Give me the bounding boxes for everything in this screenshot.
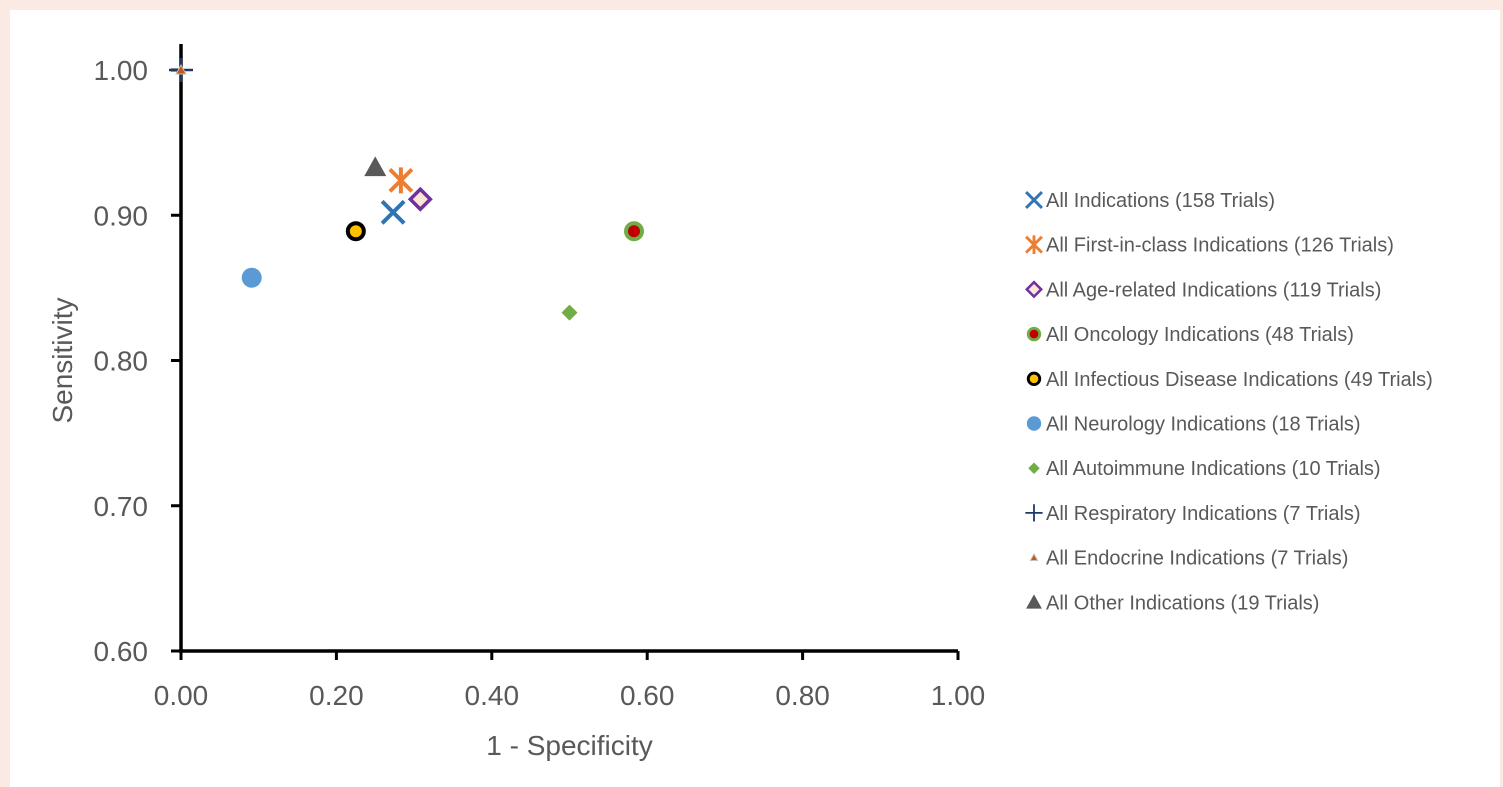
- legend-marker: [1025, 280, 1043, 299]
- legend-item: All Other Indications (19 Trials): [1026, 592, 1319, 614]
- legend-marker: [1029, 552, 1039, 561]
- data-point-5: [345, 221, 366, 242]
- axes: [171, 44, 960, 660]
- legend-marker: [1026, 416, 1042, 431]
- legend-marker: [1026, 594, 1042, 609]
- data-point-4: [623, 221, 644, 242]
- x-tick-label: 0.60: [620, 680, 675, 711]
- y-tick-label: 1.00: [94, 55, 149, 86]
- y-tick-label: 0.70: [94, 491, 149, 522]
- x-axis-title: 1 - Specificity: [486, 730, 653, 761]
- legend-marker: [1025, 235, 1043, 255]
- legend-marker: [1026, 326, 1042, 342]
- legend-item: All Respiratory Indications (7 Trials): [1025, 503, 1361, 525]
- legend-label: All Respiratory Indications (7 Trials): [1046, 503, 1361, 525]
- legend: All Indications (158 Trials) All First-in…: [1025, 190, 1433, 614]
- y-axis-title: Sensitivity: [47, 297, 78, 423]
- legend-marker: [1028, 462, 1040, 474]
- legend-item: All Age-related Indications (119 Trials): [1025, 279, 1381, 301]
- data-point-10: [364, 156, 387, 177]
- data-point-1: [380, 199, 406, 225]
- legend-label: All Infectious Disease Indications (49 T…: [1046, 369, 1433, 391]
- data-point-3: [407, 186, 433, 212]
- legend-item: All Neurology Indications (18 Trials): [1026, 414, 1361, 436]
- legend-label: All Other Indications (19 Trials): [1046, 592, 1319, 614]
- scatter-chart: 0.00 0.20 0.40 0.60 0.80 1.00 0.60 0.70 0.80 0.90…: [47, 44, 1433, 761]
- legend-label: All Neurology Indications (18 Trials): [1046, 414, 1361, 436]
- legend-label: All Endocrine Indications (7 Trials): [1046, 548, 1348, 570]
- y-tick-label: 0.90: [94, 200, 149, 231]
- legend-label: All Age-related Indications (119 Trials): [1046, 279, 1381, 301]
- x-tick-label: 1.00: [931, 680, 986, 711]
- data-point-7: [561, 304, 578, 321]
- legend-marker: [1025, 191, 1043, 209]
- chart-frame: 0.00 0.20 0.40 0.60 0.80 1.00 0.60 0.70 0.80 0.90…: [10, 10, 1500, 787]
- legend-item: All Oncology Indications (48 Trials): [1026, 324, 1354, 346]
- legend-label: All Autoimmune Indications (10 Trials): [1046, 458, 1381, 480]
- data-point-6: [241, 267, 262, 288]
- x-tick-label: 0.20: [309, 680, 364, 711]
- legend-label: All First-in-class Indications (126 Tria…: [1046, 235, 1394, 257]
- data-point-9: [175, 63, 187, 75]
- legend-marker: [1026, 371, 1042, 386]
- legend-marker: [1025, 504, 1043, 522]
- legend-label: All Indications (158 Trials): [1046, 190, 1275, 212]
- legend-item: All Indications (158 Trials): [1025, 190, 1275, 212]
- legend-item: All Infectious Disease Indications (49 T…: [1026, 369, 1433, 391]
- legend-item: All Autoimmune Indications (10 Trials): [1028, 458, 1381, 480]
- legend-item: All Endocrine Indications (7 Trials): [1029, 548, 1348, 570]
- y-tick-label: 0.80: [94, 346, 149, 377]
- x-tick-label: 0.00: [154, 680, 209, 711]
- data-point-2: [388, 167, 414, 194]
- data-points: [169, 58, 644, 321]
- x-tick-label: 0.40: [465, 680, 520, 711]
- y-tick-label: 0.60: [94, 636, 149, 667]
- x-tick-label: 0.80: [775, 680, 830, 711]
- legend-label: All Oncology Indications (48 Trials): [1046, 324, 1354, 346]
- legend-item: All First-in-class Indications (126 Tria…: [1025, 235, 1394, 257]
- tick-labels: 0.00 0.20 0.40 0.60 0.80 1.00 0.60 0.70 0.80 0.90…: [94, 55, 986, 711]
